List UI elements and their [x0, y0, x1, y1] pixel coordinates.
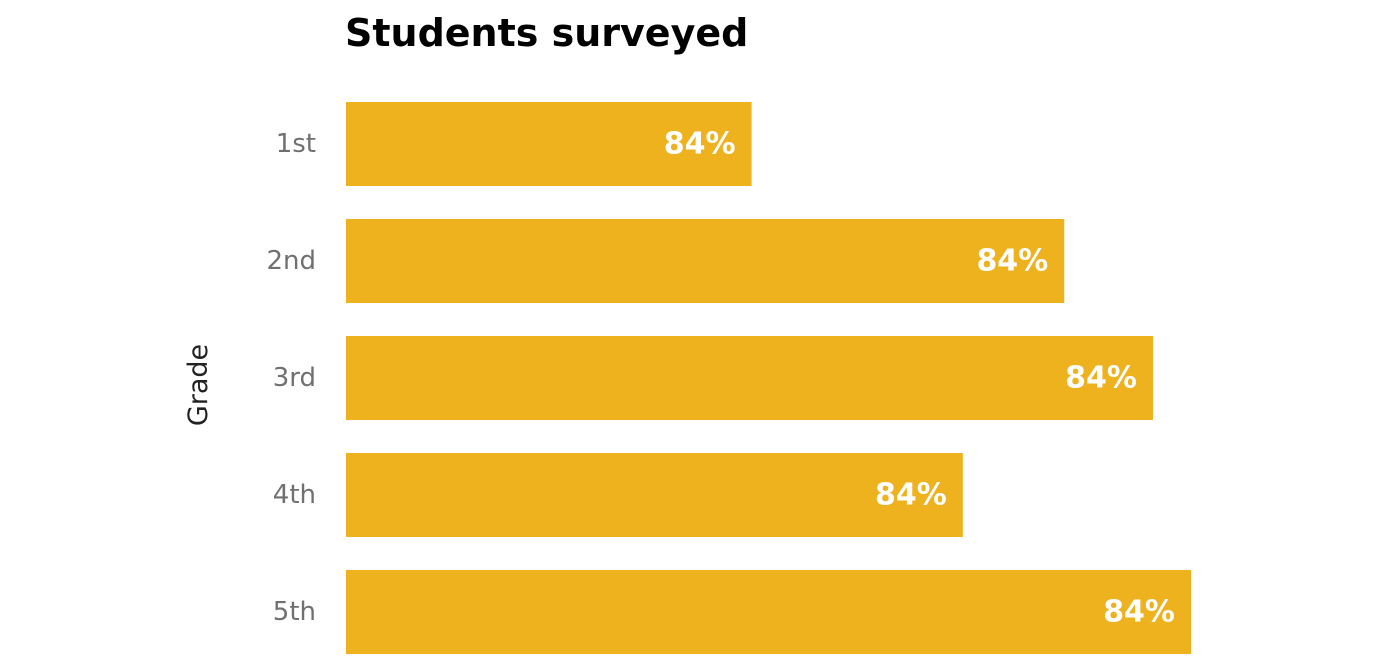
data-label-4th: 84% [875, 478, 947, 513]
y-tick-label-5th: 5th [273, 597, 316, 627]
bar-5th [346, 570, 1191, 654]
y-axis-title: Grade [183, 344, 214, 426]
data-label-1st: 84% [664, 127, 736, 162]
chart-title: Students surveyed [345, 11, 748, 55]
bar-3rd [346, 336, 1153, 420]
y-tick-label-4th: 4th [273, 480, 316, 510]
data-label-5th: 84% [1103, 595, 1175, 630]
data-label-2nd: 84% [976, 244, 1048, 279]
y-tick-label-3rd: 3rd [273, 363, 316, 393]
bar-1st [346, 102, 752, 186]
bar-2nd [346, 219, 1065, 303]
bars-group: 1st 84% 2nd 84% 3rd 84% 4th 84% 5th 84% [266, 102, 1191, 654]
data-label-3rd: 84% [1065, 361, 1137, 396]
bar-4th [346, 453, 963, 537]
y-tick-label-1st: 1st [276, 129, 316, 159]
y-tick-label-2nd: 2nd [266, 246, 316, 276]
